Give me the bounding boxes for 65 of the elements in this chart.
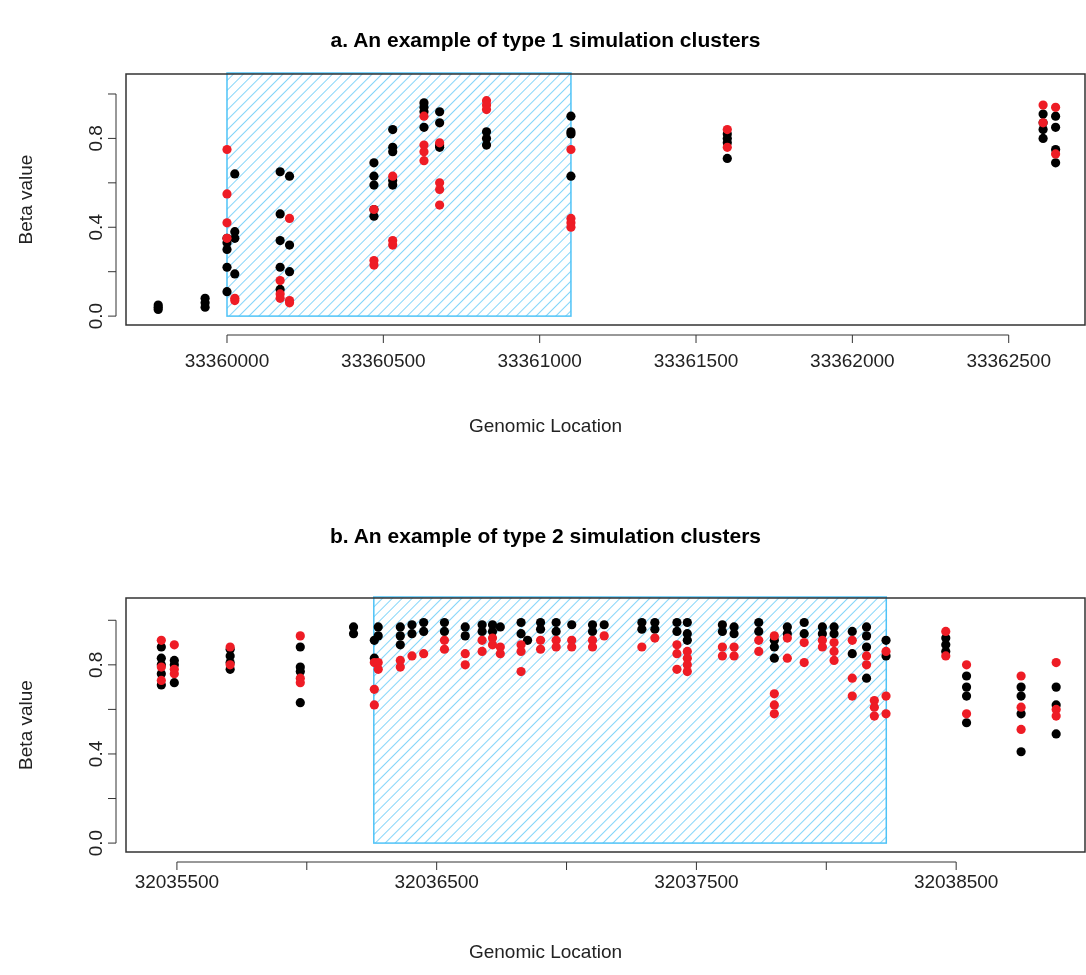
point bbox=[1038, 133, 1048, 144]
point bbox=[369, 171, 379, 181]
point bbox=[1038, 100, 1048, 110]
y-tick-label: 0.8 bbox=[85, 651, 106, 679]
point bbox=[722, 124, 732, 135]
y-tick-label: 0.0 bbox=[85, 302, 106, 330]
point bbox=[419, 122, 429, 132]
y-axis-title: Beta value bbox=[15, 680, 36, 770]
x-tick-label: 33362000 bbox=[810, 350, 895, 371]
point bbox=[1038, 109, 1048, 119]
point bbox=[1051, 111, 1061, 121]
point bbox=[369, 180, 379, 190]
y-tick-label: 0.0 bbox=[85, 829, 106, 857]
y-tick-label: 0.4 bbox=[85, 740, 106, 768]
point bbox=[435, 107, 445, 117]
point bbox=[388, 171, 398, 181]
x-tick-label: 33361000 bbox=[497, 350, 582, 371]
point bbox=[222, 189, 232, 199]
point bbox=[435, 200, 445, 210]
point bbox=[388, 124, 398, 135]
y-tick-label: 0.4 bbox=[85, 213, 106, 241]
point bbox=[222, 287, 232, 297]
y-axis-title: Beta value bbox=[15, 154, 36, 245]
point bbox=[369, 158, 379, 168]
point bbox=[284, 213, 295, 223]
chart-title: b. An example of type 2 simulation clusters bbox=[329, 524, 762, 547]
x-tick-label: 33360000 bbox=[184, 350, 270, 371]
point bbox=[566, 144, 576, 155]
x-axis-title: Genomic Location bbox=[468, 941, 623, 962]
point bbox=[722, 142, 732, 152]
x-tick-label: 32035500 bbox=[134, 871, 220, 892]
point bbox=[566, 111, 576, 121]
y-tick-label: 0.8 bbox=[85, 125, 106, 152]
point bbox=[419, 111, 429, 121]
point bbox=[222, 218, 232, 228]
point bbox=[275, 209, 285, 219]
x-tick-label: 32036500 bbox=[394, 871, 479, 892]
point bbox=[566, 171, 576, 181]
x-tick-label: 33360500 bbox=[341, 350, 426, 371]
chart-title: a. An example of type 1 simulation clusters bbox=[330, 28, 761, 51]
point bbox=[230, 269, 240, 279]
point bbox=[222, 262, 232, 272]
x-tick-label: 32038500 bbox=[913, 871, 999, 892]
x-tick-label: 33362500 bbox=[966, 350, 1051, 371]
point bbox=[1051, 102, 1061, 112]
point bbox=[275, 167, 285, 177]
point bbox=[419, 147, 429, 157]
point bbox=[419, 156, 429, 166]
point bbox=[275, 275, 285, 286]
point bbox=[722, 153, 732, 164]
point bbox=[284, 171, 295, 181]
x-tick-label: 32037500 bbox=[654, 871, 739, 892]
x-axis-title: Genomic Location bbox=[468, 415, 623, 436]
point bbox=[481, 140, 492, 150]
point bbox=[284, 267, 295, 277]
point bbox=[1051, 122, 1061, 132]
point bbox=[275, 262, 285, 272]
point bbox=[284, 240, 295, 250]
point bbox=[275, 235, 285, 246]
point bbox=[1051, 158, 1061, 168]
point bbox=[1051, 149, 1061, 159]
point bbox=[222, 144, 232, 155]
x-tick-label: 33361500 bbox=[653, 350, 739, 371]
point bbox=[230, 169, 240, 179]
point bbox=[435, 118, 445, 128]
